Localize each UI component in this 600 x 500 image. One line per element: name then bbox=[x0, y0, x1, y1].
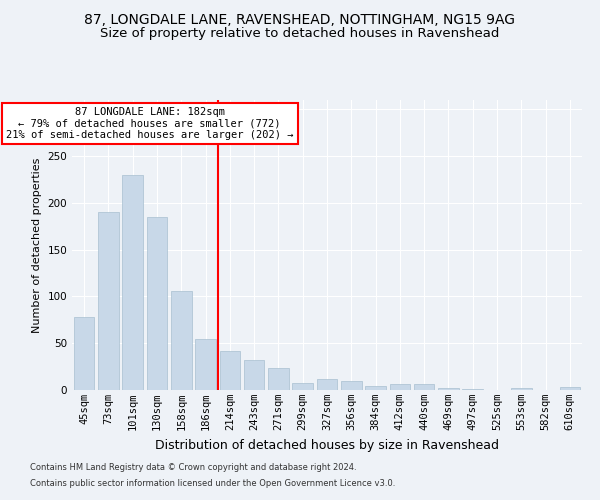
Bar bbox=[220, 350, 240, 390]
Text: Contains public sector information licensed under the Open Government Licence v3: Contains public sector information licen… bbox=[30, 478, 395, 488]
Text: Contains HM Land Registry data © Crown copyright and database right 2024.: Contains HM Land Registry data © Crown c… bbox=[30, 464, 356, 472]
Text: 87, LONGDALE LANE, RAVENSHEAD, NOTTINGHAM, NG15 9AG: 87, LONGDALE LANE, RAVENSHEAD, NOTTINGHA… bbox=[85, 12, 515, 26]
Bar bbox=[195, 338, 216, 390]
Bar bbox=[74, 317, 94, 390]
Bar bbox=[146, 217, 167, 390]
X-axis label: Distribution of detached houses by size in Ravenshead: Distribution of detached houses by size … bbox=[155, 438, 499, 452]
Bar bbox=[98, 212, 119, 390]
Bar bbox=[292, 382, 313, 390]
Y-axis label: Number of detached properties: Number of detached properties bbox=[32, 158, 42, 332]
Text: 87 LONGDALE LANE: 182sqm
← 79% of detached houses are smaller (772)
21% of semi-: 87 LONGDALE LANE: 182sqm ← 79% of detach… bbox=[6, 107, 293, 140]
Bar bbox=[122, 175, 143, 390]
Bar bbox=[463, 389, 483, 390]
Bar bbox=[171, 291, 191, 390]
Bar bbox=[341, 380, 362, 390]
Bar bbox=[244, 360, 265, 390]
Text: Size of property relative to detached houses in Ravenshead: Size of property relative to detached ho… bbox=[100, 28, 500, 40]
Bar bbox=[511, 388, 532, 390]
Bar bbox=[365, 386, 386, 390]
Bar bbox=[560, 387, 580, 390]
Bar bbox=[414, 384, 434, 390]
Bar bbox=[389, 384, 410, 390]
Bar bbox=[438, 388, 459, 390]
Bar bbox=[317, 379, 337, 390]
Bar bbox=[268, 368, 289, 390]
